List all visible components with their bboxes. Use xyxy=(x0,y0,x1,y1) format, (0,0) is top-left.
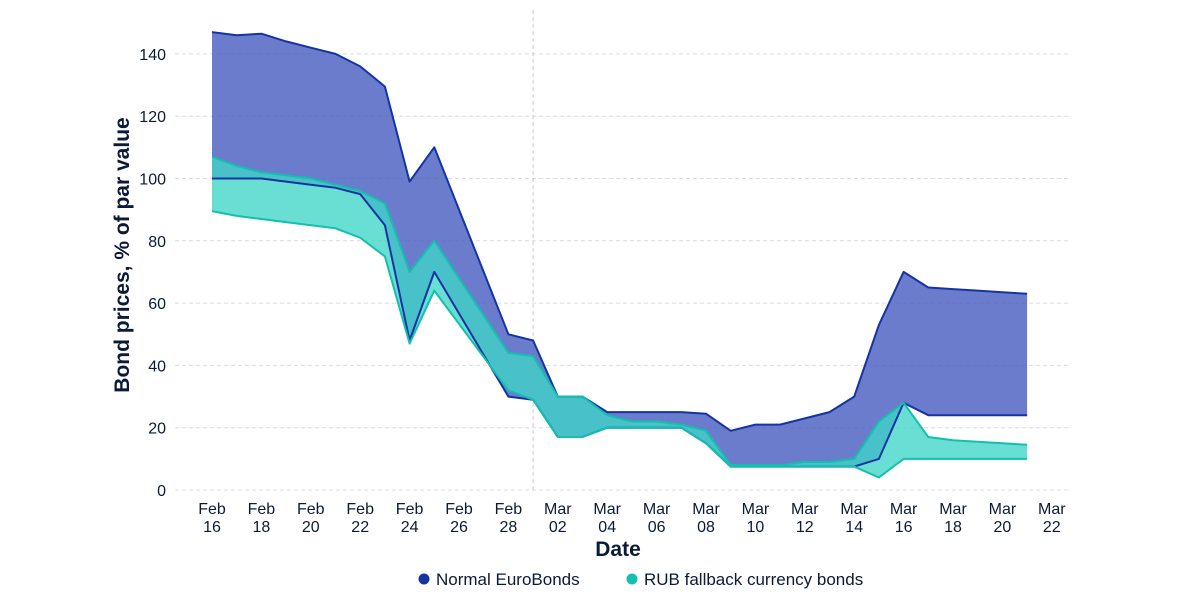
x-tick-month: Mar xyxy=(544,501,572,518)
y-tick-label-100: 100 xyxy=(139,172,166,189)
legend-item-normal-eurobonds: Normal EuroBonds xyxy=(418,570,580,589)
x-tick-day: 04 xyxy=(598,519,616,536)
x-tick-month: Feb xyxy=(198,501,226,518)
y-tick-label-40: 40 xyxy=(148,358,166,375)
x-tick-month: Mar xyxy=(791,501,819,518)
x-tick-day: 28 xyxy=(500,519,518,536)
x-tick-day: 14 xyxy=(845,519,863,536)
x-tick-month: Mar xyxy=(593,501,621,518)
x-tick-month: Mar xyxy=(989,501,1017,518)
x-tick-month: Mar xyxy=(939,501,967,518)
x-tick-month: Feb xyxy=(248,501,276,518)
series-lines xyxy=(211,31,1028,479)
x-tick-day: 12 xyxy=(796,519,814,536)
x-tick-day: 22 xyxy=(351,519,369,536)
x-tick-day: 02 xyxy=(549,519,567,536)
y-tick-label-140: 140 xyxy=(139,47,166,64)
y-tick-label-0: 0 xyxy=(157,483,166,500)
x-tick-month: Feb xyxy=(396,501,424,518)
series-areas xyxy=(212,32,1028,478)
x-axis-ticks: Feb16Feb18Feb20Feb22Feb24Feb26Feb28Mar02… xyxy=(198,501,1066,536)
y-axis-ticks: 0 20 40 60 80 100 120 140 xyxy=(139,47,166,500)
legend: Normal EuroBonds RUB fallback currency b… xyxy=(418,570,863,589)
x-tick-day: 10 xyxy=(747,519,765,536)
line-upper-normal-eurobonds xyxy=(211,31,1028,432)
area-normal-eurobonds xyxy=(212,32,1028,467)
x-tick-day: 22 xyxy=(1043,519,1061,536)
legend-label-rub-fallback: RUB fallback currency bonds xyxy=(644,570,863,589)
x-tick-day: 08 xyxy=(697,519,715,536)
y-tick-label-120: 120 xyxy=(139,109,166,126)
x-tick-month: Feb xyxy=(297,501,325,518)
line-lower-rub-fallback-currency-bonds xyxy=(211,210,1028,479)
x-tick-day: 26 xyxy=(450,519,468,536)
x-tick-day: 06 xyxy=(648,519,666,536)
x-tick-day: 16 xyxy=(895,519,913,536)
x-tick-day: 18 xyxy=(944,519,962,536)
x-tick-month: Mar xyxy=(890,501,918,518)
x-tick-month: Mar xyxy=(692,501,720,518)
y-tick-label-60: 60 xyxy=(148,296,166,313)
x-tick-month: Mar xyxy=(742,501,770,518)
x-tick-day: 24 xyxy=(401,519,419,536)
y-tick-label-20: 20 xyxy=(148,421,166,438)
x-axis-title: Date xyxy=(595,538,641,561)
y-axis-title: Bond prices, % of par value xyxy=(111,117,134,392)
legend-item-rub-fallback: RUB fallback currency bonds xyxy=(626,570,863,589)
x-tick-month: Feb xyxy=(445,501,473,518)
line-upper-rub-fallback-currency-bonds xyxy=(211,155,1028,467)
x-tick-month: Mar xyxy=(643,501,671,518)
x-tick-month: Mar xyxy=(1038,501,1066,518)
x-tick-month: Mar xyxy=(840,501,868,518)
x-tick-day: 20 xyxy=(994,519,1012,536)
legend-marker-normal-eurobonds xyxy=(418,573,430,585)
legend-marker-rub-fallback xyxy=(626,573,638,585)
x-tick-month: Feb xyxy=(495,501,523,518)
area-rub-fallback-currency-bonds xyxy=(212,156,1028,478)
x-tick-day: 20 xyxy=(302,519,320,536)
x-tick-day: 18 xyxy=(253,519,271,536)
y-tick-label-80: 80 xyxy=(148,234,166,251)
x-tick-day: 16 xyxy=(203,519,221,536)
legend-label-normal-eurobonds: Normal EuroBonds xyxy=(436,570,580,589)
x-tick-month: Feb xyxy=(346,501,374,518)
